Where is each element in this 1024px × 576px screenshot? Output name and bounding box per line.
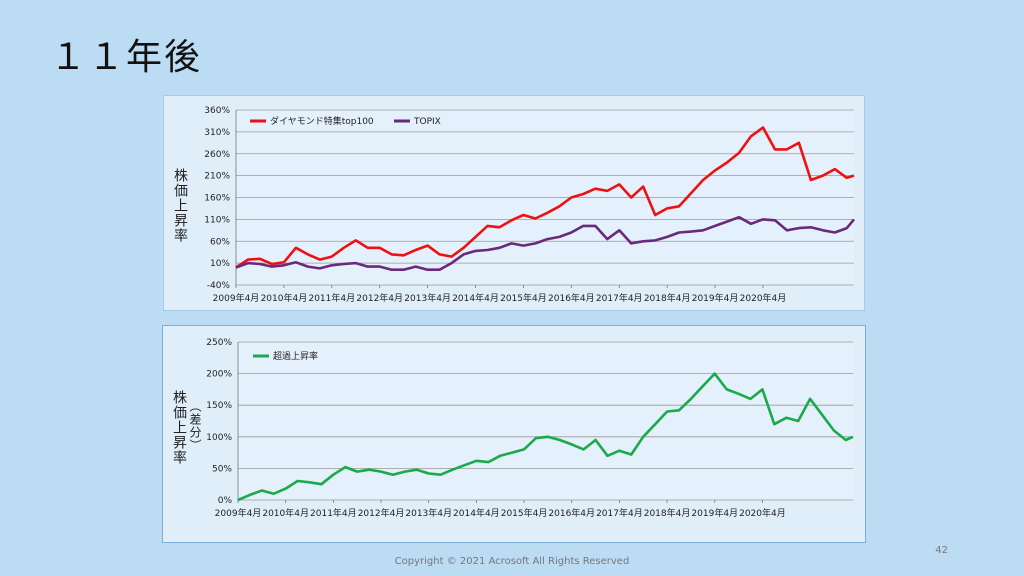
x-tick-label: 2013年4月	[405, 507, 452, 519]
x-tick-label: 2014年4月	[453, 507, 500, 519]
y-tick-label: 200%	[206, 370, 232, 380]
x-tick-label: 2010年4月	[261, 292, 308, 304]
x-tick-label: 2009年4月	[213, 292, 260, 304]
x-tick-label: 2016年4月	[548, 292, 595, 304]
x-tick-label: 2012年4月	[358, 507, 405, 519]
x-tick-label: 2015年4月	[500, 292, 547, 304]
y-tick-label: 210%	[204, 172, 230, 182]
x-tick-label: 2019年4月	[691, 507, 738, 519]
chart1-y-axis-label: 株価上昇率	[172, 168, 188, 243]
x-tick-label: 2020年4月	[740, 292, 787, 304]
x-tick-label: 2012年4月	[356, 292, 403, 304]
x-tick-label: 2009年4月	[215, 507, 262, 519]
slide-title: １１年後	[50, 37, 203, 78]
x-tick-label: 2014年4月	[452, 292, 499, 304]
legend-label: TOPIX	[413, 117, 441, 127]
x-tick-label: 2013年4月	[404, 292, 451, 304]
y-tick-label: 160%	[204, 194, 230, 204]
legend-label: 超過上昇率	[273, 350, 318, 362]
x-tick-label: 2016年4月	[548, 507, 595, 519]
x-tick-label: 2018年4月	[644, 292, 691, 304]
series-line-1	[235, 215, 856, 271]
copyright-text: Copyright © 2021 Acrosoft All Rights Res…	[394, 556, 630, 567]
y-tick-label: -40%	[207, 281, 231, 291]
y-tick-label: 250%	[206, 338, 232, 348]
stock-rise-chart-svg: -40% 10% 60% 110% 160% 210% 260% 310% 360% 2009年4…	[204, 106, 856, 304]
x-tick-label: 2017年4月	[596, 507, 643, 519]
page-number: 42	[935, 545, 948, 556]
y-tick-label: 360%	[204, 106, 230, 116]
legend-label: ダイヤモンド特集top100	[270, 115, 374, 127]
x-tick-label: 2011年4月	[310, 507, 357, 519]
x-tick-label: 2010年4月	[262, 507, 309, 519]
y-tick-label: 260%	[204, 150, 230, 160]
plot-area	[238, 342, 853, 500]
y-tick-label: 100%	[206, 433, 232, 443]
y-tick-label: 310%	[204, 128, 230, 138]
y-tick-label: 10%	[210, 259, 230, 269]
chart2-y-axis-sublabel: （差分）	[188, 400, 202, 452]
x-tick-label: 2018年4月	[644, 507, 691, 519]
y-tick-label: 60%	[210, 237, 230, 247]
y-tick-label: 0%	[218, 496, 233, 506]
stock-rise-chart: -40% 10% 60% 110% 160% 210% 260% 310% 360% 2009年4…	[163, 95, 865, 311]
series-line-0	[237, 372, 854, 502]
x-tick-label: 2015年4月	[501, 507, 548, 519]
excess-rise-chart: 0% 50% 100% 150% 200% 250% 2009年4月 2010年4月 2011年…	[162, 325, 866, 543]
series-line-0	[235, 126, 855, 269]
x-tick-label: 2020年4月	[739, 507, 786, 519]
x-tick-label: 2017年4月	[596, 292, 643, 304]
x-tick-label: 2011年4月	[308, 292, 355, 304]
excess-rise-chart-svg: 0% 50% 100% 150% 200% 250% 2009年4月 2010年4月 2011年…	[206, 338, 854, 519]
y-tick-label: 150%	[206, 401, 232, 411]
x-tick-label: 2019年4月	[692, 292, 739, 304]
y-tick-label: 110%	[204, 215, 230, 225]
chart2-y-axis-label: 株価上昇率	[171, 390, 187, 465]
y-tick-label: 50%	[212, 464, 232, 474]
